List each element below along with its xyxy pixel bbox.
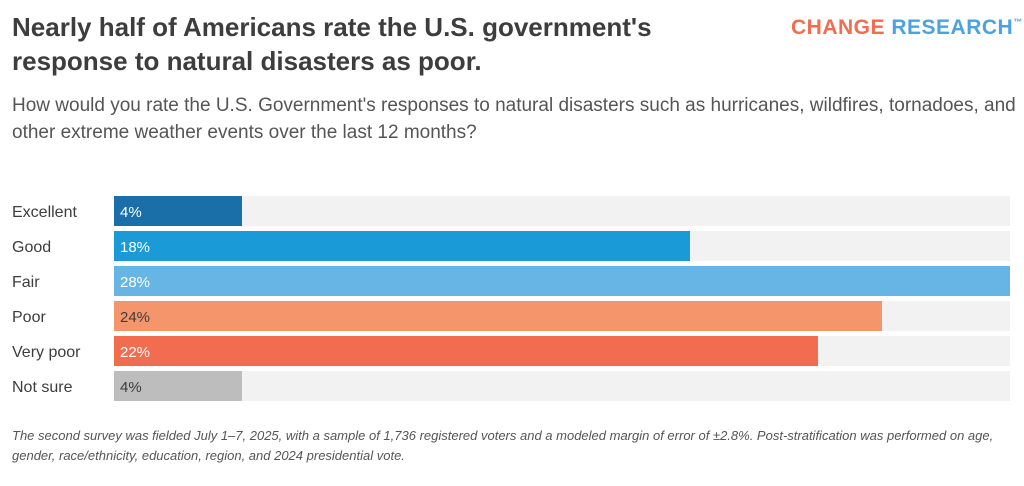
data-label: 28% xyxy=(120,274,150,291)
category-label: Very poor xyxy=(12,344,81,361)
data-label: 4% xyxy=(120,379,142,396)
chart-title: Nearly half of Americans rate the U.S. g… xyxy=(12,12,652,76)
brand-logo: CHANGE RESEARCH™ xyxy=(791,16,1023,40)
category-label: Excellent xyxy=(12,204,77,221)
bar-row-fair: Fair 28% xyxy=(12,266,1010,296)
brand-logo-trademark: ™ xyxy=(1013,17,1023,27)
data-label: 18% xyxy=(120,239,150,256)
category-label: Good xyxy=(12,239,51,256)
bar-track xyxy=(114,196,1010,226)
bar-very-poor xyxy=(114,336,818,366)
bar-row-excellent: Excellent 4% xyxy=(12,196,1010,226)
category-label: Not sure xyxy=(12,379,73,396)
bar-row-very-poor: Very poor 22% xyxy=(12,336,1010,366)
brand-logo-part2: RESEARCH xyxy=(891,16,1014,39)
bar-row-good: Good 18% xyxy=(12,231,1010,261)
bar-poor xyxy=(114,301,882,331)
survey-question: How would you rate the U.S. Government's… xyxy=(12,95,1016,143)
bar-excellent xyxy=(114,196,242,226)
methodology-footnote: The second survey was fielded July 1–7, … xyxy=(12,428,994,463)
bar-row-not-sure: Not sure 4% xyxy=(12,371,1010,401)
category-label: Poor xyxy=(12,309,46,326)
bar-not-sure xyxy=(114,371,242,401)
data-label: 24% xyxy=(120,309,150,326)
bar-track xyxy=(114,371,1010,401)
bar-good xyxy=(114,231,690,261)
brand-logo-part1: CHANGE xyxy=(791,16,886,39)
data-label: 22% xyxy=(120,344,150,361)
data-label: 4% xyxy=(120,204,142,221)
bar-row-poor: Poor 24% xyxy=(12,301,1010,331)
bar-fair xyxy=(114,266,1010,296)
category-label: Fair xyxy=(12,274,40,291)
bar-chart: Excellent 4% Good 18% Fair 28% Poor 24% Very poo… xyxy=(12,196,1010,401)
